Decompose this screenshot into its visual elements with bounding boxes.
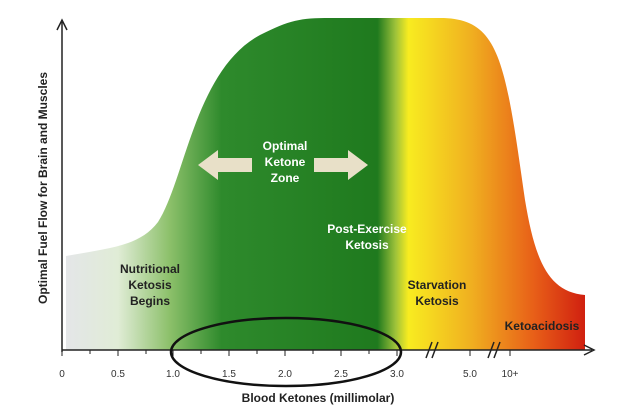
tick-label: 3.0 [390, 369, 404, 380]
tick-label: 2.5 [334, 369, 348, 380]
axes [56, 18, 596, 359]
arrows [198, 150, 368, 180]
y-axis-label: Optimal Fuel Flow for Brain and Muscles [36, 72, 50, 304]
zone-label: Begins [130, 294, 170, 308]
tick-label: 5.0 [463, 369, 477, 380]
zone-label: Ketosis [415, 294, 459, 308]
x-axis-label: Blood Ketones (millimolar) [242, 391, 395, 405]
tick-label: 1.5 [222, 369, 236, 380]
tick-label: 10+ [502, 369, 519, 380]
zone-label: Ketosis [345, 238, 389, 252]
zone-label: Ketoacidosis [505, 319, 580, 333]
fuel-curve [66, 18, 585, 350]
tick-label: 2.0 [278, 369, 292, 380]
tick-label: 1.0 [166, 369, 180, 380]
tick-label: 0.5 [111, 369, 125, 380]
zone-label: Nutritional [120, 262, 180, 276]
optimal-highlight [169, 316, 403, 388]
tick-labels: 0 0.5 1.0 1.5 2.0 2.5 3.0 5.0 10+ [59, 369, 518, 380]
zone-label: Optimal [263, 139, 308, 153]
zone-label: Starvation [408, 278, 467, 292]
zone-label: Post-Exercise [327, 222, 407, 236]
zone-label: Zone [271, 171, 300, 185]
zone-label: Ketone [265, 155, 306, 169]
zone-label: Ketosis [128, 278, 172, 292]
zone-labels: Nutritional Ketosis Begins Optimal Ketone Zon… [120, 139, 580, 333]
tick-label: 0 [59, 369, 65, 380]
